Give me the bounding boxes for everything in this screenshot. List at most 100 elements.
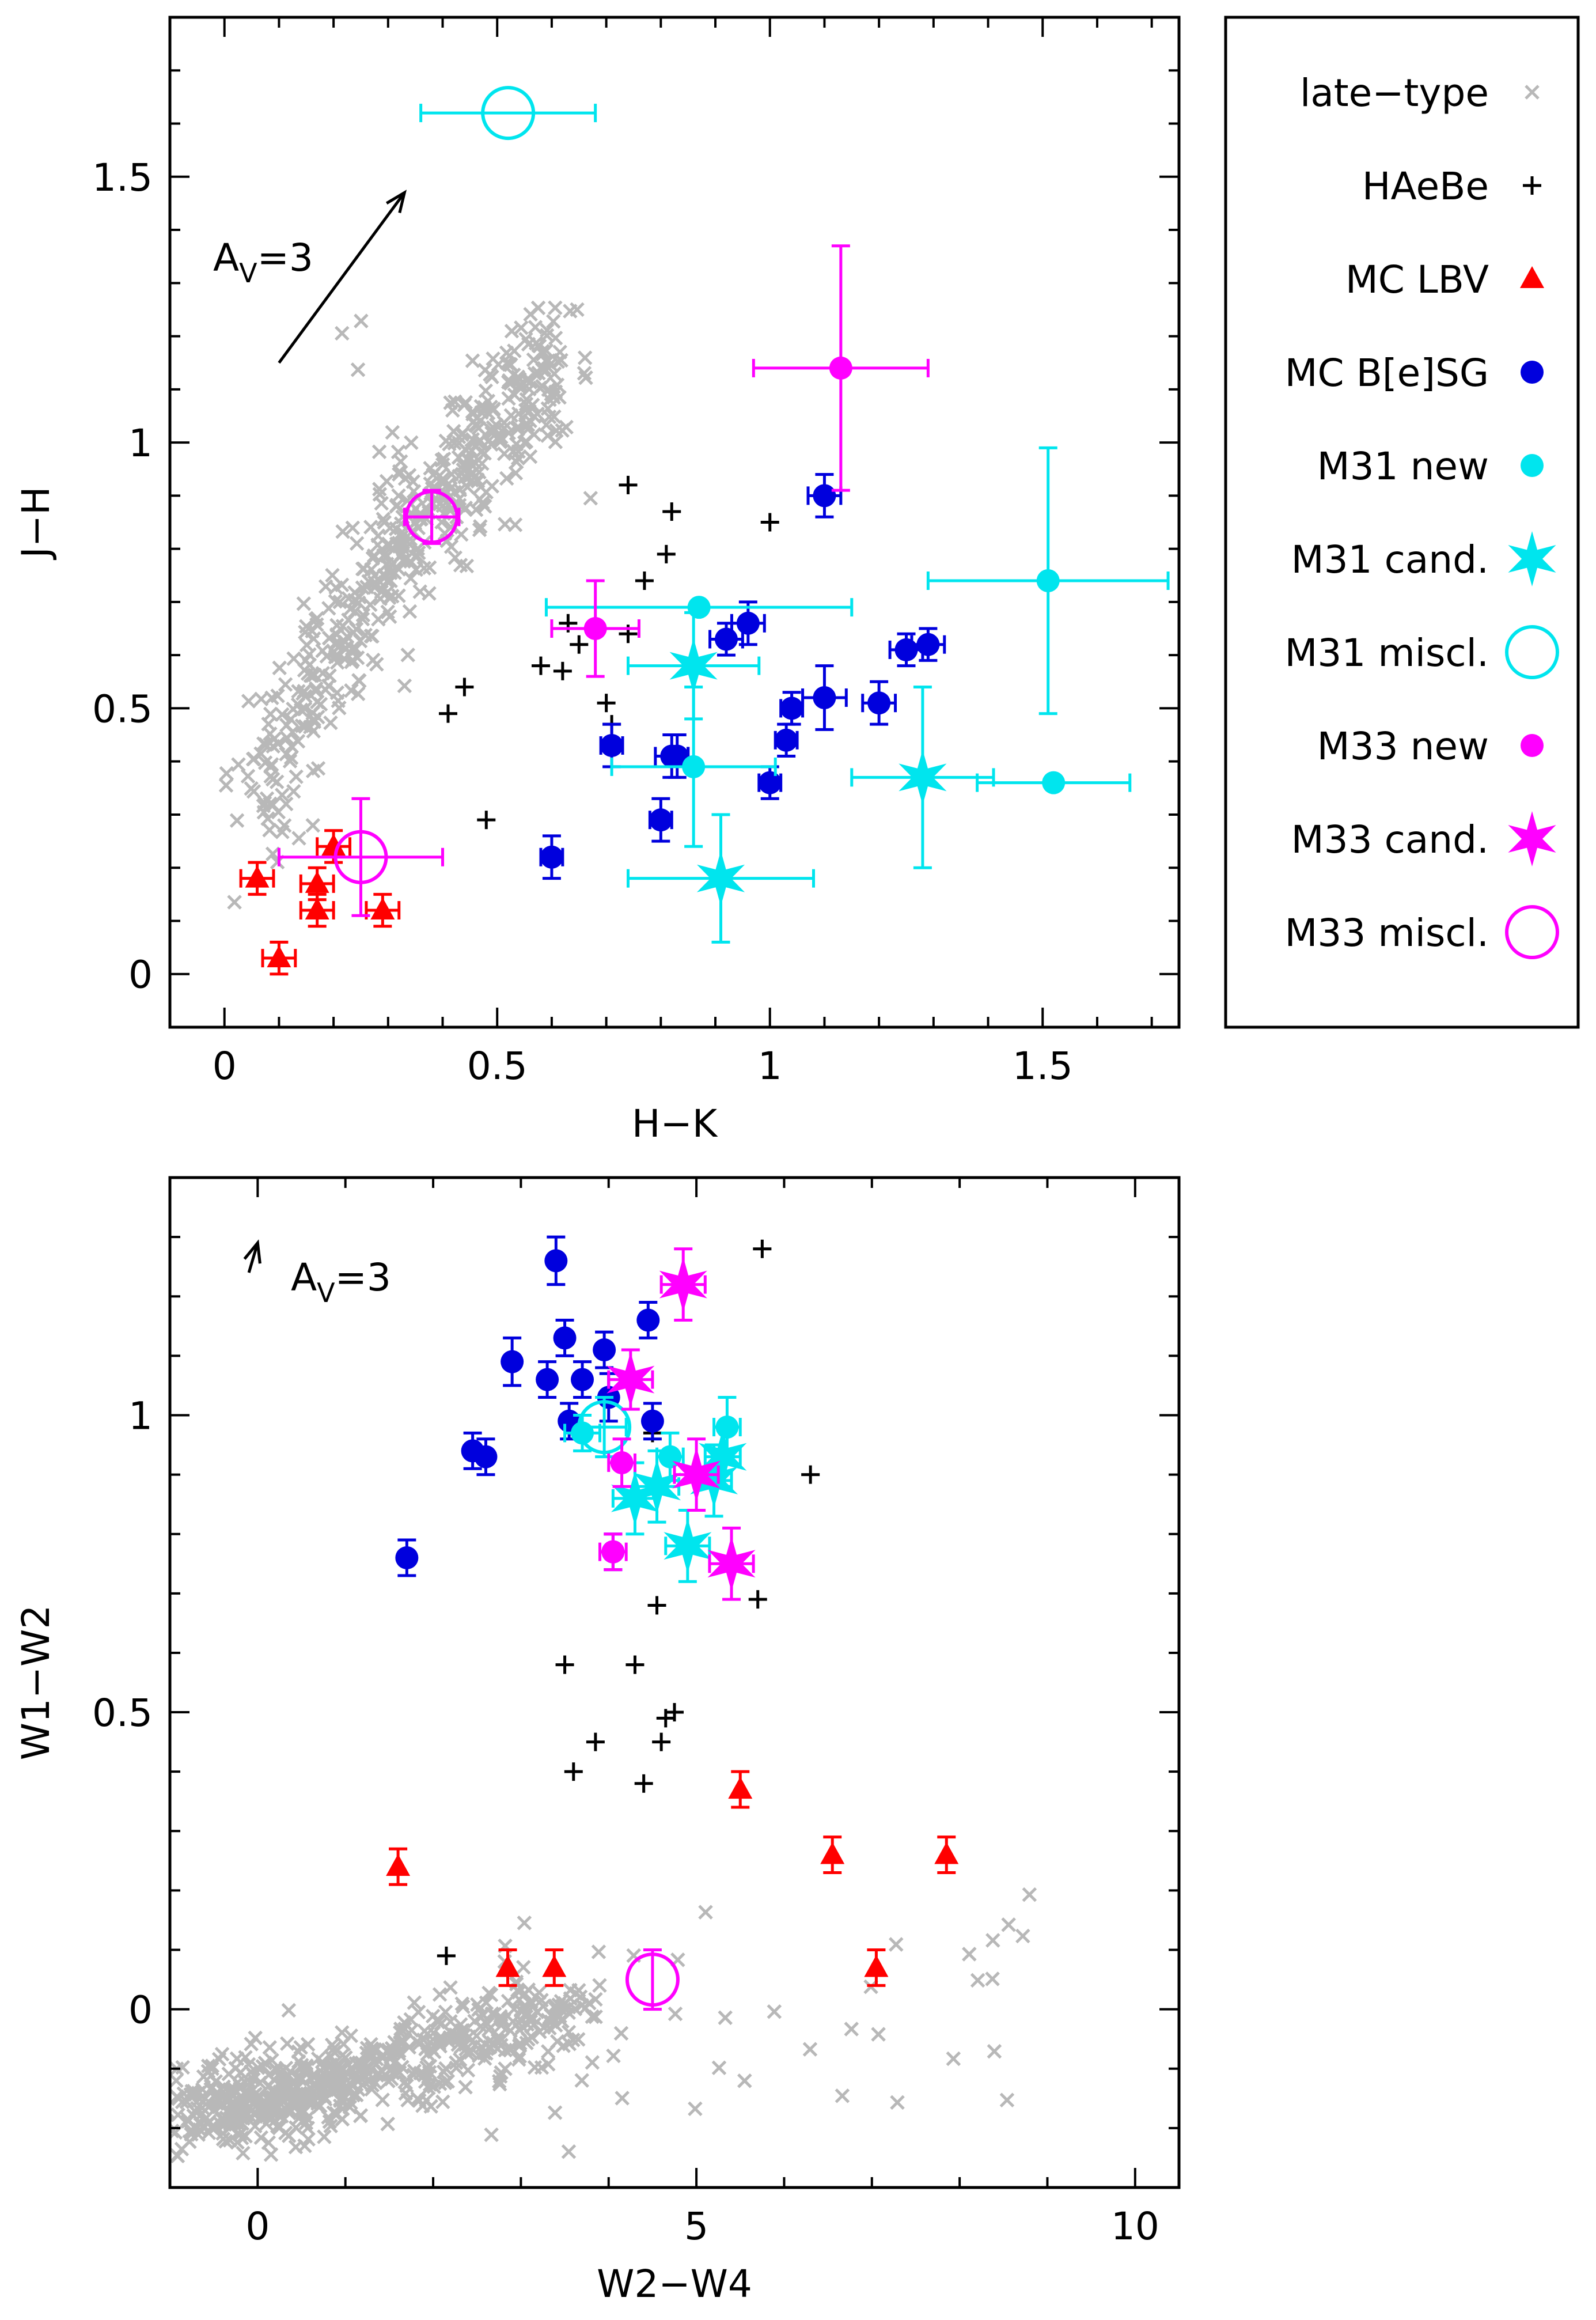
late-type-point <box>583 490 598 506</box>
late-type-point <box>262 823 277 838</box>
late-type-point <box>261 716 276 732</box>
late-type-point <box>371 444 387 460</box>
data-point <box>555 1655 574 1674</box>
late-type-point <box>574 2073 589 2088</box>
late-type-point <box>962 1947 977 1962</box>
late-type-point <box>244 2037 259 2052</box>
late-type-point <box>376 548 391 563</box>
legend-frame <box>1224 16 1580 1029</box>
late-type-point <box>180 2114 196 2129</box>
late-type-point <box>520 373 535 388</box>
late-type-point <box>985 1933 1000 1948</box>
late-type-point <box>335 2025 350 2040</box>
late-type-point <box>513 2035 528 2051</box>
late-type-point <box>222 2092 237 2107</box>
late-type-point <box>561 2024 577 2040</box>
late-type-point <box>179 2094 194 2110</box>
late-type-point <box>432 1987 448 2002</box>
late-type-point <box>329 2073 344 2088</box>
late-type-point <box>522 449 538 464</box>
data-point <box>606 1352 655 1407</box>
late-type-point <box>297 663 312 678</box>
data-point <box>564 1762 583 1781</box>
late-type-point <box>268 2061 283 2076</box>
series-mc-b-e-sg <box>539 472 946 880</box>
plot-area <box>111 1235 1037 2187</box>
late-type-point <box>511 379 526 394</box>
legend-marker <box>1505 905 1559 959</box>
data-point <box>370 898 395 920</box>
late-type-point <box>479 2046 494 2061</box>
late-type-point <box>547 366 562 381</box>
data-point <box>321 834 346 856</box>
data-point <box>501 1350 524 1373</box>
late-type-point <box>517 1915 532 1931</box>
legend-marker <box>1508 811 1556 866</box>
data-point <box>610 1451 634 1474</box>
late-type-point <box>400 648 415 663</box>
data-point <box>495 1955 520 1977</box>
late-type-point <box>458 2080 473 2095</box>
data-point <box>728 1777 753 1799</box>
data-point <box>669 638 718 694</box>
late-type-point <box>615 2091 630 2106</box>
late-type-point <box>278 677 293 692</box>
series-m33-miscl- <box>277 489 461 917</box>
data-point <box>682 755 706 778</box>
late-type-point <box>312 2088 328 2104</box>
late-type-point <box>315 643 330 658</box>
data-point <box>455 678 474 697</box>
late-type-point <box>423 2099 438 2114</box>
late-type-point <box>490 2033 506 2048</box>
late-type-point <box>422 560 437 575</box>
legend-marker <box>1520 266 1544 288</box>
late-type-point <box>282 754 298 769</box>
legend-label: MC B[e]SG <box>1285 351 1489 395</box>
late-type-point <box>345 653 361 668</box>
late-type-point <box>577 366 592 381</box>
legend-label: M33 new <box>1317 724 1489 769</box>
series-m33-new <box>598 1437 636 1572</box>
late-type-point <box>334 2060 350 2075</box>
late-type-point <box>352 673 367 688</box>
late-type-point <box>480 393 496 408</box>
series-haebe <box>438 475 779 830</box>
late-type-point <box>347 592 362 608</box>
late-type-point <box>432 2030 448 2046</box>
late-type-point <box>577 350 593 365</box>
late-type-point <box>397 678 412 694</box>
late-type-point <box>219 766 234 781</box>
late-type-point <box>227 895 242 910</box>
late-type-point <box>588 1992 603 2007</box>
late-type-point <box>517 1986 533 2001</box>
data-point <box>665 1703 684 1722</box>
late-type-point <box>111 2145 123 2158</box>
data-point <box>659 1256 707 1312</box>
late-type-point <box>238 2096 254 2112</box>
x-tick-label: 5 <box>684 2204 708 2249</box>
late-type-point <box>435 2094 450 2110</box>
x-tick-label: 1 <box>758 1044 782 1088</box>
late-type-point <box>522 404 537 419</box>
legend: late−type HAeBe MC LBV MC B[e]SG M31 new M31 … <box>1224 16 1580 1029</box>
data-point <box>899 750 947 805</box>
data-point <box>1042 771 1066 794</box>
late-type-point <box>391 562 407 577</box>
late-type-point <box>668 2006 683 2022</box>
late-type-point <box>256 736 271 751</box>
late-type-point <box>555 423 570 438</box>
late-type-point <box>403 554 418 569</box>
late-type-point <box>389 499 404 514</box>
late-type-point <box>343 2028 359 2043</box>
late-type-point <box>442 436 457 452</box>
plot-frame <box>168 16 1181 1029</box>
data-point <box>647 1596 666 1615</box>
late-type-point <box>477 499 492 514</box>
x-tick-label: 10 <box>1111 2204 1159 2249</box>
late-type-point <box>321 601 336 616</box>
late-type-point <box>465 353 480 368</box>
late-type-point <box>487 2007 502 2022</box>
late-type-point <box>548 2001 563 2016</box>
late-type-point <box>310 760 326 776</box>
late-type-point <box>291 684 306 699</box>
